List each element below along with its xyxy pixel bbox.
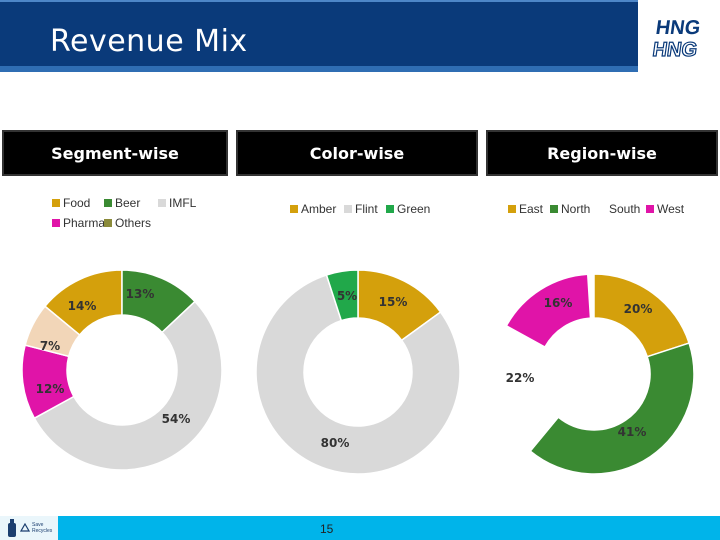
legend-item-east: East xyxy=(508,202,543,216)
color-wise-header: Color-wise xyxy=(236,130,478,176)
data-label-south: 22% xyxy=(506,371,535,385)
legend-label-amber: Amber xyxy=(301,202,337,216)
legend-swatch-west xyxy=(646,205,654,213)
slice-flint xyxy=(255,274,461,475)
legend-swatch-others xyxy=(104,219,112,227)
slice-imfl xyxy=(33,300,223,471)
legend-label-south: South xyxy=(609,202,641,216)
data-label-green: 5% xyxy=(337,289,357,303)
legend-swatch-green xyxy=(386,205,394,213)
logo-text-bottom: HNG xyxy=(652,39,699,61)
bottle-icon xyxy=(8,519,16,537)
legend-label-west: West xyxy=(657,202,685,216)
data-label-amber: 15% xyxy=(379,295,408,309)
logo-text-top: HNG xyxy=(654,17,701,39)
donut-chart-1: 15% 80% 5% xyxy=(255,269,461,475)
legend-item-imfl: IMFL xyxy=(158,196,196,210)
legend-swatch-amber xyxy=(290,205,298,213)
page-title: Revenue Mix xyxy=(50,24,248,59)
legend-label-east: East xyxy=(519,202,544,216)
donut-chart-0: 14% 13% 54% 12% 7% xyxy=(21,269,223,471)
footer-logo-line1: Save xyxy=(32,522,44,528)
data-label-north: 41% xyxy=(618,425,647,439)
slice-green xyxy=(325,269,359,322)
legend-swatch-south xyxy=(598,205,606,213)
legend-label-north: North xyxy=(561,202,591,216)
legend-item-west: West xyxy=(646,202,684,216)
legend-swatch-beer xyxy=(104,199,112,207)
legend-item-south: South xyxy=(598,202,640,216)
legend-swatch-pharma xyxy=(52,219,60,227)
title-bar-stripe xyxy=(0,66,638,72)
data-label-others: 7% xyxy=(40,339,60,353)
legend-item-food: Food xyxy=(52,196,90,210)
data-label-imfl: 54% xyxy=(162,412,191,426)
legend-swatch-flint xyxy=(344,205,352,213)
legend-item-flint: Flint xyxy=(344,202,378,216)
legend-item-beer: Beer xyxy=(104,196,140,210)
donut-chart-2: 20% 41% 22% 16% xyxy=(493,273,695,475)
data-label-beer: 13% xyxy=(126,287,155,301)
legend-item-north: North xyxy=(550,202,590,216)
footer-logo: Save Recycles xyxy=(0,516,58,540)
legend-swatch-food xyxy=(52,199,60,207)
slice-others xyxy=(24,305,81,358)
legend-label-others: Others xyxy=(115,216,152,230)
title-bar xyxy=(0,0,638,72)
data-label-food: 14% xyxy=(68,299,97,313)
slice-north xyxy=(529,342,695,475)
legend-item-others: Others xyxy=(104,216,151,230)
legend-item-green: Green xyxy=(386,202,430,216)
footer-logo-line2: Recycles xyxy=(32,528,53,534)
legend-swatch-imfl xyxy=(158,199,166,207)
title-bar-highlight xyxy=(0,0,638,2)
data-label-pharma: 12% xyxy=(36,382,65,396)
legend-item-amber: Amber xyxy=(290,202,336,216)
segment-wise-header: Segment-wise xyxy=(2,130,228,176)
page-number: 15 xyxy=(320,522,334,536)
footer-bar xyxy=(0,516,720,540)
legend-label-food: Food xyxy=(63,196,91,210)
data-label-east: 20% xyxy=(624,302,653,316)
legend-item-pharma: Pharma xyxy=(52,216,105,230)
data-label-west: 16% xyxy=(544,296,573,310)
legend-label-flint: Flint xyxy=(355,202,378,216)
company-logo: HNG HNG xyxy=(652,17,702,61)
legend-label-green: Green xyxy=(397,202,431,216)
legend-label-pharma: Pharma xyxy=(63,216,106,230)
legend-swatch-north xyxy=(550,205,558,213)
slice-west xyxy=(505,273,592,349)
recycle-icon xyxy=(20,523,30,532)
legend-swatch-east xyxy=(508,205,516,213)
legend-label-beer: Beer xyxy=(115,196,141,210)
region-wise-header: Region-wise xyxy=(486,130,718,176)
data-label-flint: 80% xyxy=(321,436,350,450)
legend-label-imfl: IMFL xyxy=(169,196,197,210)
